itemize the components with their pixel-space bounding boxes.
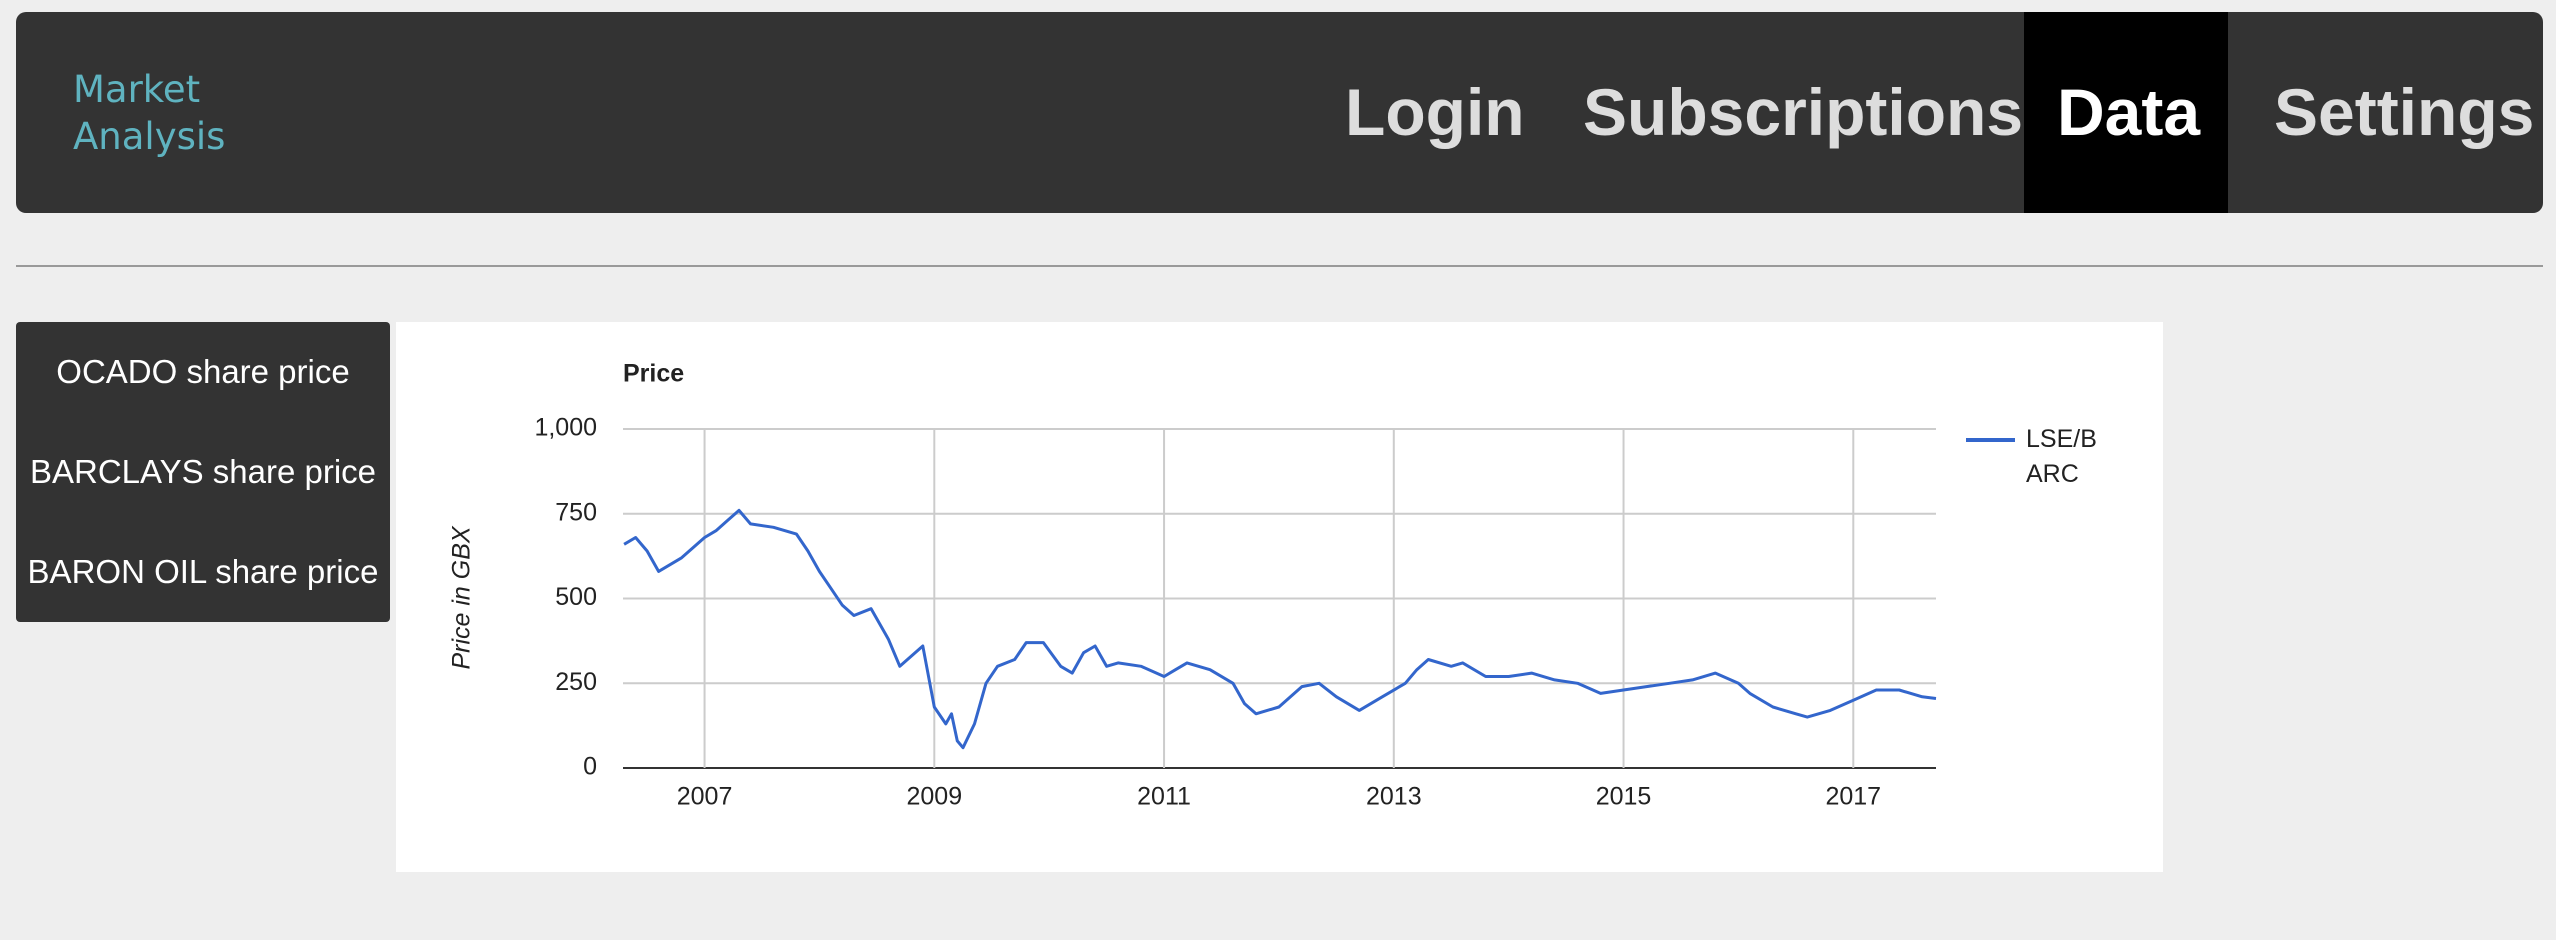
line-series — [623, 508, 1937, 750]
y-tick-label: 0 — [583, 753, 597, 781]
nav-item[interactable]: Data — [2024, 12, 2228, 213]
sidebar: OCADO share price BARCLAYS share price BAR… — [16, 322, 390, 622]
sidebar-item[interactable]: BARON OIL share price — [27, 553, 379, 590]
chart-panel — [396, 322, 2163, 872]
brand[interactable]: Market Analysis — [73, 68, 226, 158]
x-tick-label: 2011 — [1137, 783, 1191, 811]
nav-item[interactable]: Settings — [2274, 75, 2535, 149]
nav-item[interactable]: Subscriptions — [1583, 75, 2024, 149]
legend-label: LSE/BARC — [2026, 425, 2097, 488]
sidebar-item[interactable]: BARCLAYS share price — [29, 453, 377, 490]
y-tick-label: 750 — [555, 498, 597, 526]
y-tick-label: 250 — [555, 668, 597, 696]
x-tick-label: 2007 — [677, 783, 733, 811]
nav-item[interactable]: Login — [1345, 75, 1525, 149]
nav-bar: Market Analysis Login Subscriptions Data Se… — [16, 12, 2543, 213]
x-tick-label: 2017 — [1825, 783, 1881, 811]
y-tick-label: 500 — [555, 583, 597, 611]
chart-title: Price — [623, 360, 684, 388]
x-tick-label: 2013 — [1366, 783, 1422, 811]
divider — [16, 265, 2543, 267]
sidebar-item[interactable]: OCADO share price — [56, 353, 350, 390]
y-tick-label: 1,000 — [534, 414, 597, 442]
x-tick-label: 2009 — [906, 783, 962, 811]
y-axis-label: Price in GBX — [448, 525, 476, 669]
x-tick-label: 2015 — [1596, 783, 1652, 811]
